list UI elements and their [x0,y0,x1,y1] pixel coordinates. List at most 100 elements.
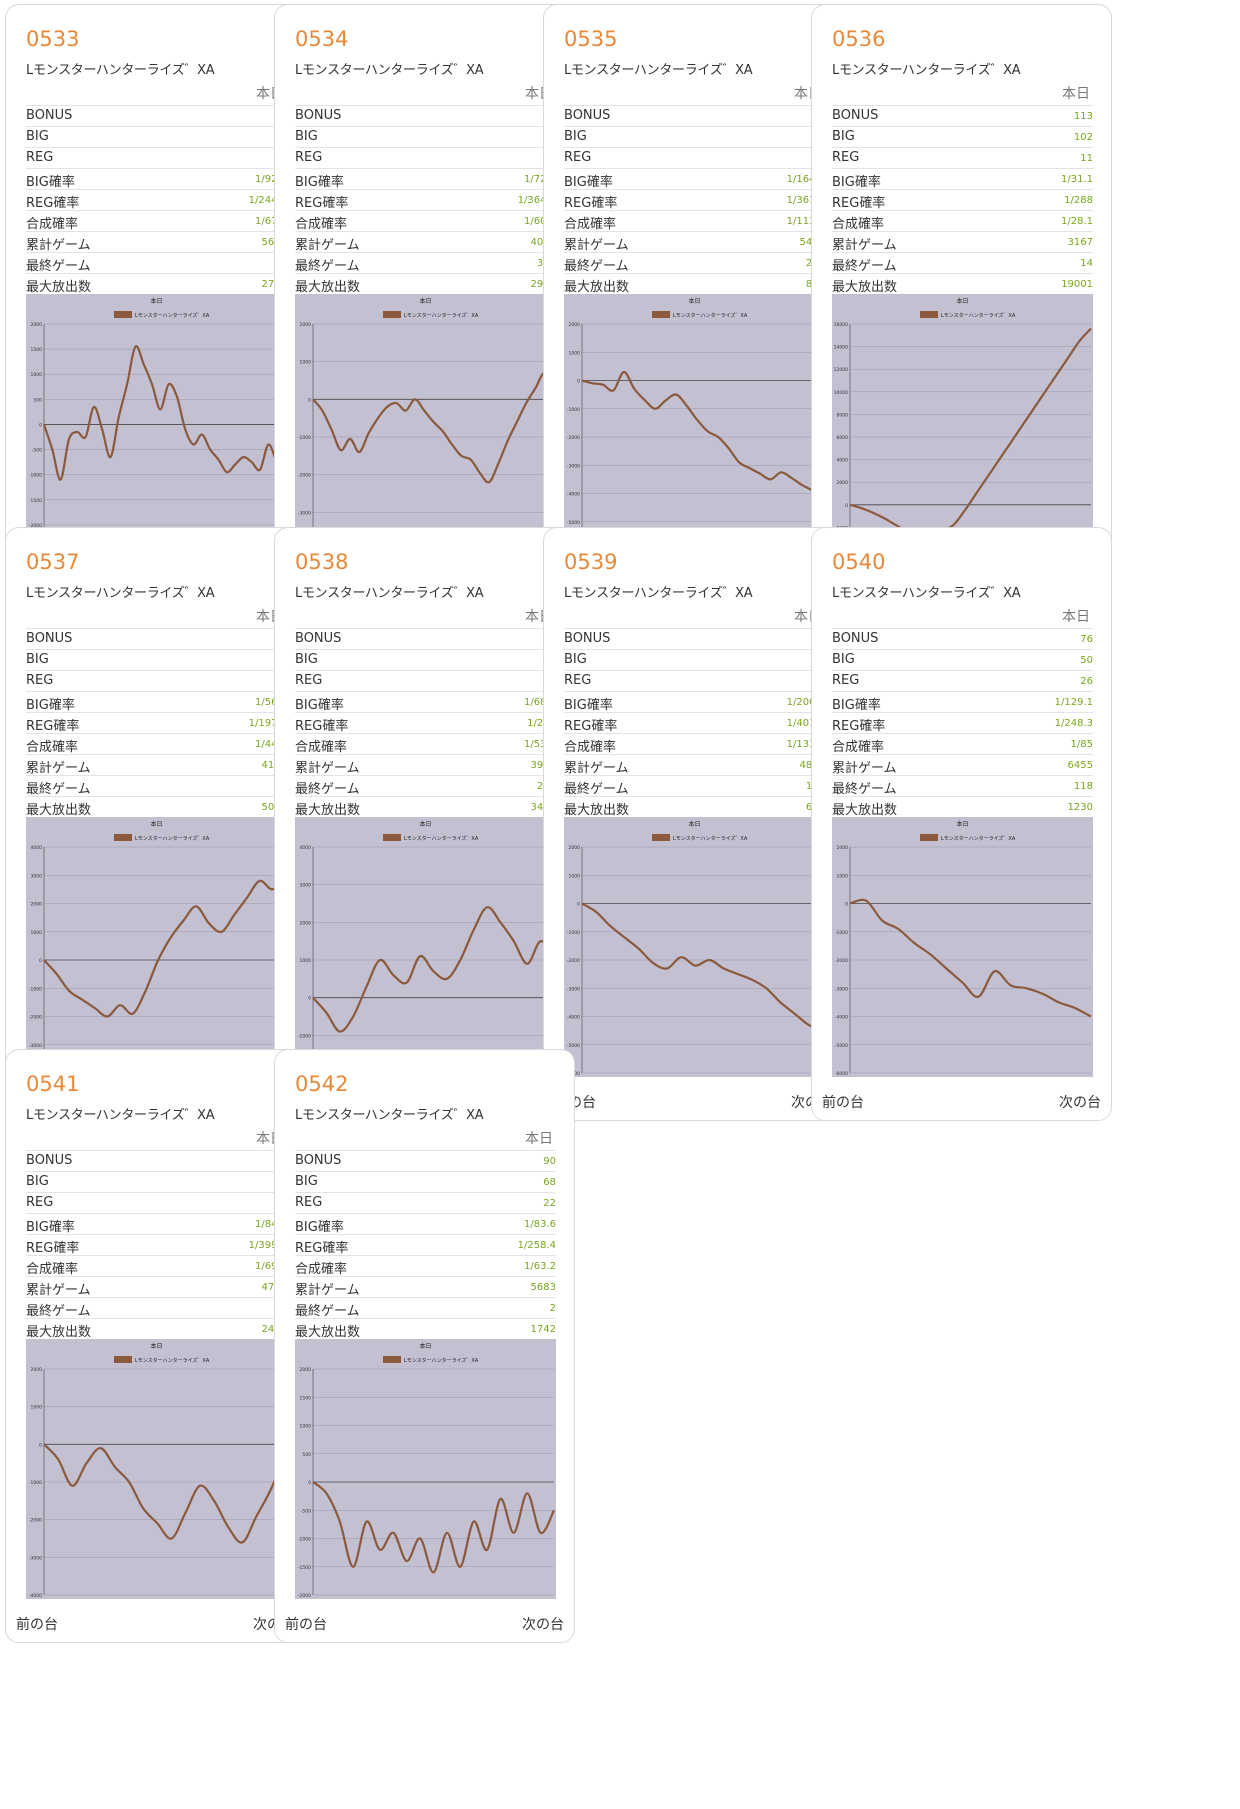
stats-table: BONUS 113 BIG 102 REG 11 BIG確率 1/31.1 REG確率 1/288… [832,105,1093,295]
machine-number[interactable]: 0540 [832,550,886,574]
machine-number[interactable]: 0542 [295,1072,349,1096]
y-tick-label: 8000 [837,412,849,418]
machine-number[interactable]: 0538 [295,550,349,574]
stat-row: 合成確率 1/53.1 [295,733,556,755]
machine-name: Lモンスターハンターライズ゛XA [832,63,1021,78]
stat-row: 最大放出数3470 [295,796,556,818]
machine-card: 0542 Lモンスターハンターライズ゛XA 本日 BONUS 90 BIG 68 REG 22 B… [274,1049,575,1643]
prev-machine-link[interactable]: 前の台 [285,1617,327,1633]
y-tick-label: 1000 [300,360,312,366]
stat-value: 118 [1073,781,1093,792]
stat-value: 1/234 [527,718,556,729]
stat-value: 1/63.2 [524,1261,556,1272]
stat-row: 最大放出数 19001 [832,273,1093,295]
stat-row: BIG確率 1/31.1 [832,168,1093,190]
stat-label: BONUS [832,631,879,646]
legend-swatch [383,311,401,318]
stat-label: BIG確率 [295,175,344,190]
machine-number[interactable]: 0539 [564,550,618,574]
stat-label: REG確率 [26,719,80,734]
y-tick-label: 2000 [300,322,312,328]
y-tick-label: -1500 [29,498,42,504]
next-machine-link[interactable]: 次の台 [1059,1095,1101,1111]
legend-swatch [920,834,938,841]
stats-table: BONUS36BIG24REG12 BIG確率 1/200.7 REG確率 1/401.… [564,628,825,818]
y-tick-label: 2000 [31,902,43,908]
y-tick-label: 2000 [31,322,43,328]
stats-table: BONUS69BIG57REG12 BIG確率 1/84.2 REG確率 1/399.5… [26,1150,287,1340]
y-tick-label: 0 [577,379,580,385]
y-tick-label: -1000 [835,930,848,936]
stat-row: BIG61 [26,126,287,147]
prev-machine-link[interactable]: 前の台 [822,1095,864,1111]
stat-label: BONUS [295,631,342,646]
stat-label: BIG [564,652,587,667]
stat-row: BONUS 113 [832,105,1093,126]
machine-number[interactable]: 0535 [564,27,618,51]
stat-label: 累計ゲーム [26,238,91,253]
y-tick-label: -1000 [567,930,580,936]
stat-row: 最大放出数2460 [26,1318,287,1340]
stat-label: REG確率 [26,1241,80,1256]
stat-label: 最大放出数 [295,1325,361,1340]
stat-label: REG確率 [295,196,349,211]
series-line [849,898,1092,1018]
machine-name: Lモンスターハンターライズ゛XA [26,63,215,78]
machine-number[interactable]: 0536 [832,27,886,51]
stat-label: BIG確率 [26,698,75,713]
stat-label: 最大放出数 [832,280,898,295]
stat-value: 90 [543,1156,556,1167]
stat-row: 累計ゲーム4794 [26,1276,287,1298]
stat-value: 14 [1080,258,1093,269]
machine-name: Lモンスターハンターライズ゛XA [295,63,484,78]
y-tick-label: -6000 [835,1071,848,1077]
stat-label: REG確率 [832,196,886,211]
stat-row: 累計ゲーム3977 [295,754,556,776]
stat-value: 1/288 [1064,195,1093,206]
y-tick-label: -4000 [567,1015,580,1021]
y-tick-label: 2000 [569,845,581,851]
stat-row: BONUS75 [295,628,556,649]
stat-value: 1/401.4 [786,718,825,729]
stat-value: 1/248.3 [1054,718,1093,729]
stat-label: 最終ゲーム [832,782,897,797]
stat-row: BIG 68 [295,1171,556,1192]
stat-row: BIG57 [26,1171,287,1192]
stat-label: REG確率 [26,196,80,211]
y-tick-label: 2000 [837,480,849,486]
stat-row: 合成確率 1/44.1 [26,733,287,755]
legend-swatch [920,311,938,318]
next-machine-link[interactable]: 次の台 [522,1617,564,1633]
stat-row: REG21 [26,670,287,691]
stat-value: 1/85 [1070,739,1093,750]
day-header: 本日 [1062,609,1090,625]
stat-value: 1/69.5 [255,1261,287,1272]
prev-machine-link[interactable]: 前の台 [16,1617,58,1633]
stat-row: 合成確率 1/133.8 [564,733,825,755]
y-tick-label: -1000 [298,435,311,441]
machine-number[interactable]: 0541 [26,1072,80,1096]
legend-label: Lモンスターハンターライズ゛XA [404,835,479,842]
stat-label: 合成確率 [26,1262,79,1277]
stat-row: 合成確率 1/63.2 [295,1255,556,1277]
machine-number[interactable]: 0537 [26,550,80,574]
y-tick-label: 12000 [834,367,848,373]
stat-value: 1/361.9 [786,195,825,206]
stats-table: BONUS 76 BIG 50 REG 26 BIG確率 1/129.1 REG確率 1/248.… [832,628,1093,818]
stat-row: REG12 [26,1192,287,1213]
stat-value: 68 [543,1177,556,1188]
stat-label: BIG確率 [564,698,613,713]
stat-row: BIG24 [564,649,825,670]
stat-label: 合成確率 [295,740,348,755]
y-tick-label: -3000 [567,986,580,992]
stat-label: 最大放出数 [26,280,92,295]
stat-value: 102 [1073,132,1093,143]
y-tick-label: 0 [308,1480,311,1486]
y-tick-label: -1000 [29,1480,42,1486]
machine-number[interactable]: 0534 [295,27,349,51]
y-tick-label: 2000 [31,1367,43,1373]
machine-number[interactable]: 0533 [26,27,80,51]
